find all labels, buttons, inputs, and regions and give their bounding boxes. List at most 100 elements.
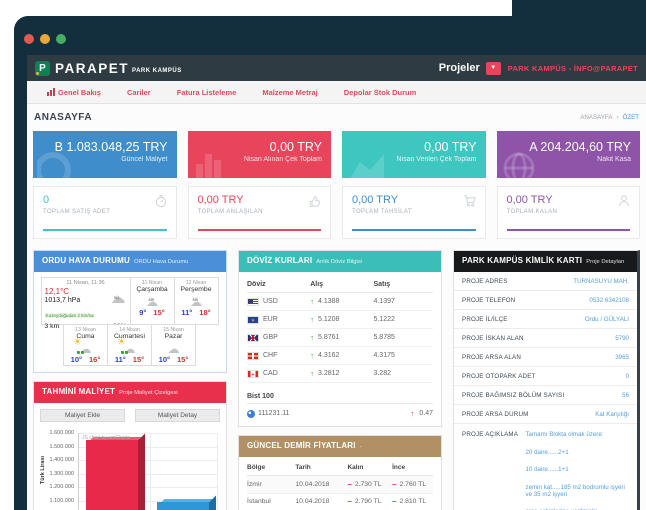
sun-rain-icon: ☀ ☁ — [73, 337, 92, 356]
stat-value: A 204.204,60 TRY — [529, 140, 631, 154]
tab-malzeme-metraj[interactable]: Malzeme Metraj — [262, 87, 318, 97]
identity-panel-subtitle: Proje Detayları — [586, 259, 625, 265]
stat-label: Nakit Kasa — [597, 156, 631, 163]
maliyet-detay-button[interactable]: Maliyet Detay — [135, 409, 220, 422]
mini-label: TOPLAM KALAN — [506, 209, 558, 215]
weather-wind: Kuzeydoğudan 2 km/sa — [44, 313, 95, 318]
mini-label: TOPLAM TAHSİLAT — [352, 209, 412, 215]
breadcrumb-home[interactable]: ANASAYFA — [580, 114, 613, 121]
bar-guncel-maliyet — [157, 495, 216, 510]
eu-flag-icon: ✶ — [247, 315, 259, 324]
bist-value: 111231.11 — [258, 410, 290, 417]
cloud-icon: ☁ — [167, 342, 180, 356]
identity-row: PROJE ADRES TURNASUYU MAH. — [454, 272, 637, 291]
app-window: P PARAPET PARK KAMPÜS Projeler ▼ PARK KA… — [27, 55, 646, 510]
account-link[interactable]: PARK KAMPÜS - İNFO@PARAPET — [507, 63, 638, 73]
logo-letter: P — [39, 62, 46, 74]
steel-panel-subtitle: - — [359, 444, 362, 450]
identity-row: PROJE İL/İLÇE Ordu / GÜLYALI — [454, 310, 637, 329]
sun-rain-icon: ☀ ☁ — [117, 337, 136, 356]
stat-cards-row: B 1.083.048,25 TRY Güncel Maliyet 0,00 T… — [33, 131, 640, 178]
currency-row-usd: USD ↑ 4.1388 4.1397 — [247, 293, 433, 311]
area-chart-icon — [350, 154, 384, 178]
maximize-window-icon[interactable] — [56, 34, 66, 44]
cart-icon — [463, 195, 476, 207]
tab-genel-bakis[interactable]: Genel Bakış — [47, 88, 101, 97]
accent-underline — [43, 228, 167, 231]
identity-description-row: PROJE AÇIKLAMA Tamamı Blokta olmak üzere… — [462, 431, 625, 510]
bist-globe-icon — [247, 409, 255, 418]
steel-row: İstanbul 10.04.2018 −2.790 TL −2.810 TL — [247, 494, 433, 510]
mini-value: 0,00 TRY — [197, 194, 244, 206]
amcharts-watermark: JS chart by amCharts — [82, 435, 131, 441]
identity-row: PROJE ARSA ALAN 3965 — [454, 348, 637, 367]
logo-dot — [36, 71, 39, 75]
bar-chart-icon — [195, 154, 221, 178]
accent-underline — [352, 228, 476, 231]
mini-value: 0 — [43, 194, 50, 206]
stat-value: B 1.083.048,25 TRY — [54, 140, 168, 154]
globe-icon — [503, 152, 534, 178]
maliyet-ekle-button[interactable]: Maliyet Ekle — [40, 409, 125, 422]
brand-name: PARAPET — [55, 60, 130, 76]
projects-dropdown-button[interactable]: ▼ — [485, 61, 501, 75]
mini-card-toplam-satis-adet: 0 TOPLAM SATIŞ ADET — [33, 186, 177, 239]
minimize-window-icon[interactable] — [40, 34, 50, 44]
weather-day-cell: 13 Nisan Cuma ☀ ☁ 10° 16° — [63, 324, 108, 366]
stat-label: Nisan Alınan Çek Toplam — [243, 156, 322, 163]
currency-panel-title: DÖVİZ KURLARI — [247, 256, 313, 265]
up-arrow-icon: ↑ — [310, 351, 314, 360]
accent-underline — [197, 228, 321, 231]
fog-icon: ☁ sis — [146, 295, 158, 309]
weather-current-cell: 11 Nisan, 11:36 12,1°C 1013,7 hPa Kuzeyd… — [40, 277, 131, 330]
minus-icon: − — [347, 497, 352, 507]
stat-card-nakit-kasa: A 204.204,60 TRY Nakit Kasa — [496, 131, 640, 178]
fog-icon: ☁ sis — [190, 295, 202, 309]
stat-value: 0,00 TRY — [269, 140, 322, 154]
weather-temp: 12,1°C — [44, 287, 70, 296]
tab-depolar-stok-durum[interactable]: Depolar Stok Durum — [343, 87, 417, 97]
mini-cards-row: 0 TOPLAM SATIŞ ADET 0,00 TRY TOPLAM ANLA… — [33, 186, 640, 239]
currency-row-cad: ✦ CAD ↑ 3.2812 3.282 — [247, 365, 433, 383]
stat-card-guncel-maliyet: B 1.083.048,25 TRY Güncel Maliyet — [33, 131, 177, 178]
bist-row: 111231.11 ↑ 0.47 — [247, 404, 433, 420]
chevron-down-icon: ▼ — [490, 65, 497, 71]
person-icon — [618, 195, 630, 207]
window-frame-notch — [512, 0, 646, 24]
weather-panel-title: ORDU HAVA DURUMU — [42, 256, 130, 265]
weather-pressure: 1013,7 hPa — [44, 297, 81, 304]
stopwatch-icon — [155, 195, 166, 208]
uk-flag-icon — [247, 333, 259, 342]
weather-panel: ORDU HAVA DURUMU ORDU Hava Durumu 11 Nis… — [33, 250, 227, 373]
weather-day-cell: 12 Nisan Perşembe ☁ sis 11° 18° — [173, 277, 219, 325]
mini-value: 0,00 TRY — [506, 194, 553, 206]
cost-bar-chart: Türk Lirası 1.600.000 1.500.000 1.400.00… — [40, 429, 220, 510]
stat-card-nisan-verilen-cek: 0,00 TRY Nisan Verilen Çek Toplam — [342, 131, 486, 178]
up-arrow-icon: ↑ — [310, 333, 314, 342]
up-arrow-icon: ↑ — [310, 369, 314, 378]
weather-day-cell: 11 Nisan Çarşamba ☁ sis 9° 15° — [129, 277, 175, 325]
minus-icon: − — [392, 497, 397, 507]
identity-row: PROJE OTOPARK ADET 0 — [454, 367, 637, 386]
stat-label: Nisan Verilen Çek Toplam — [396, 156, 477, 163]
up-arrow-icon: ↑ — [310, 315, 314, 324]
stat-value: 0,00 TRY — [424, 140, 477, 154]
breadcrumb-separator: › — [616, 114, 619, 121]
tab-fatura-listeleme[interactable]: Fatura Listeleme — [176, 87, 237, 97]
fog-icon: ☁ sis — [110, 290, 126, 307]
mini-value: 0,00 TRY — [352, 194, 399, 206]
close-window-icon[interactable] — [24, 34, 34, 44]
cost-panel-title: TAHMİNİ MALİYET — [42, 387, 116, 396]
mini-card-toplam-anlasilan: 0,00 TRY TOPLAM ANLAŞILAN — [187, 186, 331, 239]
projects-label[interactable]: Projeler — [438, 62, 480, 74]
bar-tahmini-maliyet — [86, 433, 145, 510]
identity-panel-title: PARK KAMPÜS KİMLİK KARTI — [462, 256, 583, 265]
parapet-logo-icon[interactable]: P — [35, 60, 50, 76]
currency-panel: DÖVİZ KURLARI Anlık Döviz Bilgisi Döviz … — [238, 250, 442, 427]
weather-panel-subtitle: ORDU Hava Durumu — [133, 259, 189, 265]
canada-flag-icon: ✦ — [247, 369, 259, 378]
tab-cariler[interactable]: Cariler — [126, 87, 151, 97]
breadcrumb: ANASAYFA › ÖZET — [580, 114, 639, 121]
brand-subtitle: PARK KAMPÜS — [132, 67, 182, 74]
